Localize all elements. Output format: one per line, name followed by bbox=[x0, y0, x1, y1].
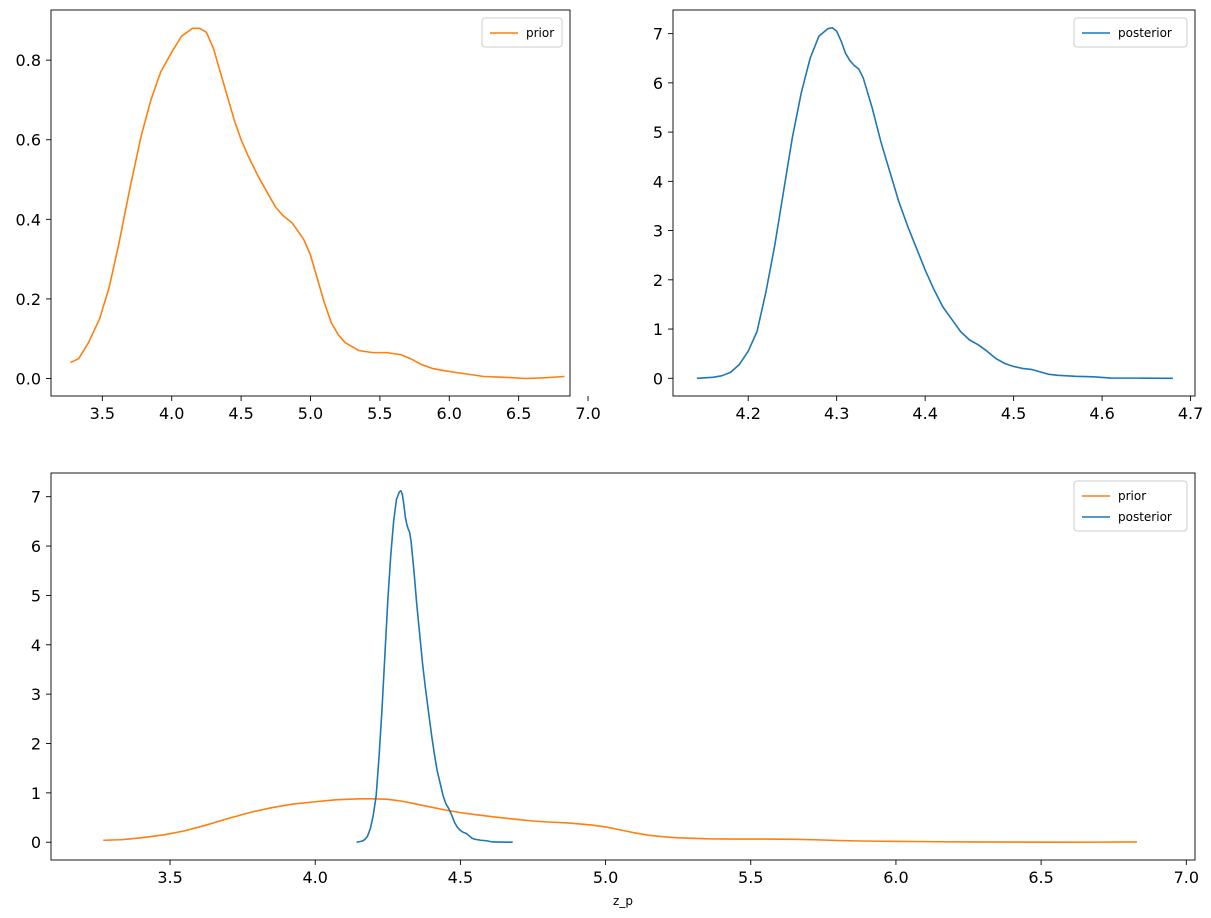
y-tick-label: 0.8 bbox=[16, 51, 41, 70]
series-line-prior bbox=[103, 797, 1137, 844]
legend: posterior bbox=[1073, 17, 1188, 48]
y-tick-label: 5 bbox=[31, 586, 41, 605]
y-tick-label: 3 bbox=[31, 685, 41, 704]
x-tick-label: 7.0 bbox=[1174, 868, 1199, 887]
y-tick-label: 0.4 bbox=[16, 210, 41, 229]
x-tick-label: 5.5 bbox=[738, 868, 763, 887]
y-tick-label: 1 bbox=[653, 320, 663, 339]
legend-box bbox=[1073, 17, 1188, 48]
series-group bbox=[70, 27, 565, 380]
legend-box bbox=[481, 17, 563, 48]
x-tick-label: 7.0 bbox=[575, 404, 600, 423]
y-tick-label: 0 bbox=[653, 369, 663, 388]
x-tick-label: 3.5 bbox=[157, 868, 182, 887]
legend-label-posterior: posterior bbox=[1118, 510, 1172, 524]
y-tick-label: 6 bbox=[653, 74, 663, 93]
y-tick-label: 1 bbox=[31, 784, 41, 803]
y-tick-label: 2 bbox=[31, 735, 41, 754]
series-line-posterior bbox=[696, 26, 1173, 380]
x-tick-label: 4.6 bbox=[1089, 404, 1114, 423]
legend-label-prior: prior bbox=[526, 26, 554, 40]
x-tick-label: 6.0 bbox=[883, 868, 908, 887]
posterior-panel: 4.2 4.3 4.4 4.5 4.6 4.7 0 1 2 3 4 5 6 7 posterior bbox=[653, 9, 1203, 423]
y-tick-label: 6 bbox=[31, 537, 41, 556]
legend: prior posterior bbox=[1073, 480, 1188, 532]
series-line-prior bbox=[70, 27, 565, 380]
axes-frame bbox=[50, 9, 571, 397]
y-tick-label: 2 bbox=[653, 271, 663, 290]
x-tick-label: 3.5 bbox=[90, 404, 115, 423]
x-tick-label: 4.5 bbox=[448, 868, 473, 887]
series-line-posterior bbox=[356, 489, 513, 844]
series-group bbox=[103, 489, 1137, 844]
y-tick-label: 5 bbox=[653, 123, 663, 142]
legend-label-posterior: posterior bbox=[1118, 26, 1172, 40]
x-tick-label: 6.5 bbox=[1028, 868, 1053, 887]
x-tick-label: 5.5 bbox=[367, 404, 392, 423]
y-tick-label: 7 bbox=[653, 25, 663, 44]
y-tick-label: 3 bbox=[653, 222, 663, 241]
legend: prior bbox=[481, 17, 563, 48]
combined-panel: 3.5 4.0 4.5 5.0 5.5 6.0 6.5 7.0 0 1 2 3 4 5 6 7 z_p prior… bbox=[31, 472, 1199, 908]
y-tick-label: 0.6 bbox=[16, 131, 41, 150]
series-group bbox=[696, 26, 1173, 380]
y-tick-label: 0.2 bbox=[16, 290, 41, 309]
axes-frame bbox=[672, 9, 1196, 397]
x-axis-label: z_p bbox=[613, 894, 633, 908]
x-tick-label: 5.0 bbox=[298, 404, 323, 423]
y-tick-label: 4 bbox=[653, 172, 663, 191]
x-tick-label: 4.0 bbox=[159, 404, 184, 423]
y-tick-label: 0 bbox=[31, 833, 41, 852]
y-tick-label: 4 bbox=[31, 636, 41, 655]
x-tick-label: 6.5 bbox=[506, 404, 531, 423]
x-tick-label: 4.2 bbox=[735, 404, 760, 423]
y-tick-label: 0.0 bbox=[16, 369, 41, 388]
x-tick-label: 4.7 bbox=[1178, 404, 1203, 423]
prior-panel: 3.5 4.0 4.5 5.0 5.5 6.0 6.5 7.0 0.0 0.2 0.4 0.6 0.8 p… bbox=[16, 9, 601, 423]
legend-box bbox=[1073, 480, 1188, 532]
legend-label-prior: prior bbox=[1118, 489, 1146, 503]
axes-frame bbox=[50, 472, 1196, 861]
x-tick-label: 5.0 bbox=[593, 868, 618, 887]
x-tick-label: 4.5 bbox=[1001, 404, 1026, 423]
x-tick-label: 4.5 bbox=[228, 404, 253, 423]
x-tick-label: 4.4 bbox=[912, 404, 937, 423]
x-tick-label: 4.3 bbox=[824, 404, 849, 423]
x-tick-label: 4.0 bbox=[302, 868, 327, 887]
x-tick-label: 6.0 bbox=[437, 404, 462, 423]
y-tick-label: 7 bbox=[31, 488, 41, 507]
